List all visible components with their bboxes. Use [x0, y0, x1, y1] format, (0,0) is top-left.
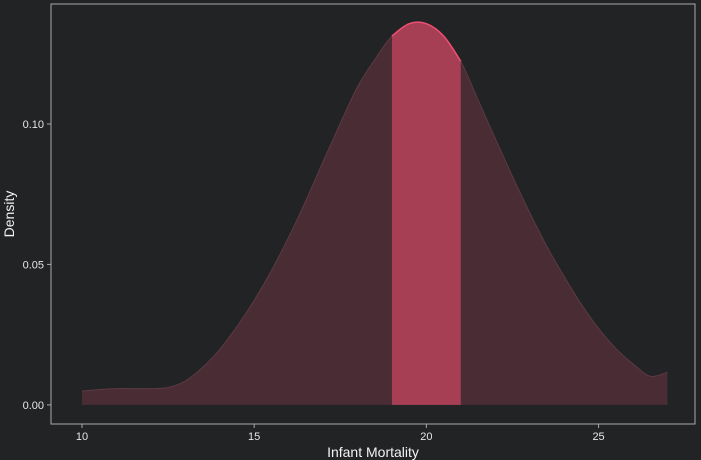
x-tick-label: 10: [76, 431, 88, 443]
panel-border: [50, 3, 696, 425]
highlight-layer: [391, 21, 462, 405]
x-axis: 10 15 20 25: [76, 424, 605, 443]
y-tick-label: 0.10: [23, 119, 44, 131]
y-axis-title: Density: [1, 191, 17, 238]
y-axis: 0.00 0.05 0.10: [23, 119, 51, 412]
x-axis-title: Infant Mortality: [327, 444, 419, 460]
highlight-line: [391, 21, 462, 62]
x-tick-label: 25: [592, 431, 604, 443]
x-tick-label: 15: [248, 431, 260, 443]
y-tick-label: 0.05: [23, 259, 44, 271]
density-area: [81, 22, 668, 405]
density-line: [81, 21, 668, 392]
density-area-layer: [81, 21, 668, 405]
highlight-area: [391, 22, 461, 405]
y-tick-label: 0.00: [23, 400, 44, 412]
x-tick-label: 20: [420, 431, 432, 443]
